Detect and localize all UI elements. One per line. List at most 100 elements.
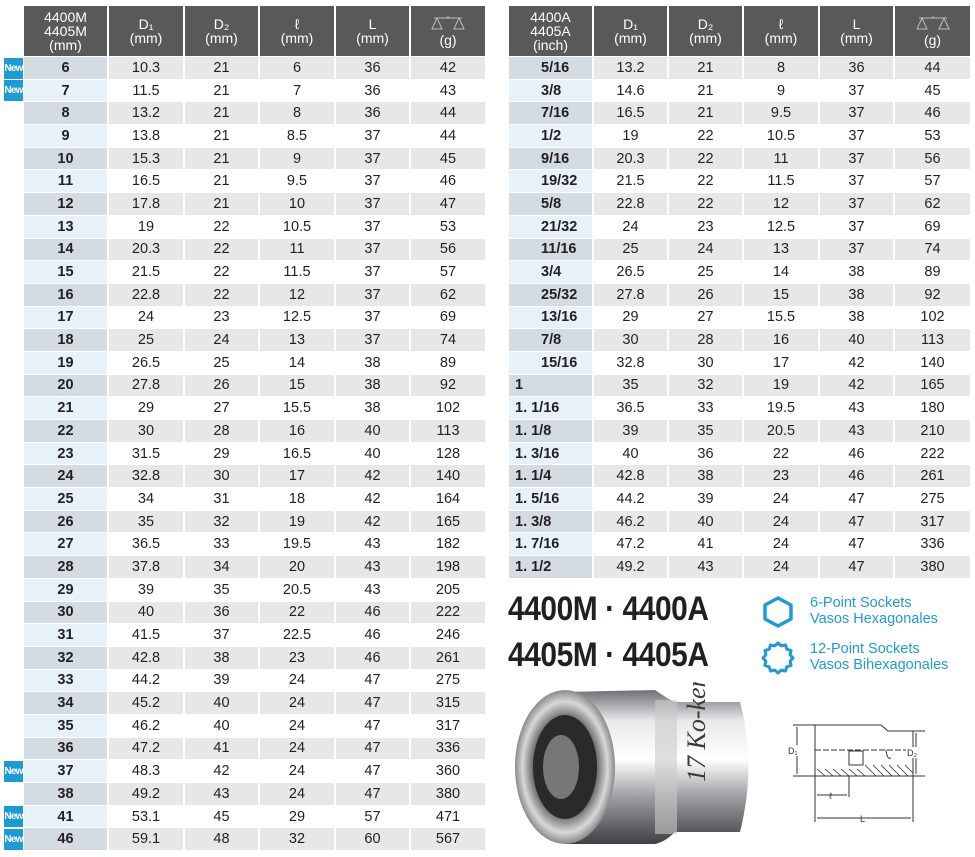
cell-length: 46: [336, 601, 409, 624]
cell-size: 34: [24, 692, 107, 714]
cell-d2: 37: [185, 624, 258, 646]
cell-d1: 30: [109, 420, 183, 442]
cell-d2: 35: [185, 578, 258, 601]
cell-d2: 21: [185, 57, 258, 79]
cell-weight: 92: [895, 283, 970, 306]
new-badge: New: [4, 760, 23, 782]
cell-l: 18: [260, 488, 334, 510]
column-header-size: 4400M 4405M (mm): [24, 6, 107, 56]
column-header-weight: (g): [895, 6, 970, 56]
table-header-row: 4400M 4405M (mm) D₁ (mm) D₂ (mm) ℓ (mm) L (m…: [24, 6, 485, 56]
table-row: 28 37.8 34 20 43 198: [24, 556, 485, 578]
cell-length: 46: [336, 624, 409, 646]
cell-length: 37: [336, 283, 409, 306]
table-row: 5/8 22.8 22 12 37 62: [509, 193, 970, 215]
new-badge: New: [4, 828, 23, 850]
balance-scale-icon: [431, 16, 465, 30]
column-header-l: ℓ (mm): [744, 6, 818, 56]
cell-weight: 380: [895, 556, 970, 578]
cell-weight: 45: [895, 79, 970, 102]
table-row: 19/32 21.5 22 11.5 37 57: [509, 170, 970, 193]
table-row: 26 35 32 19 42 165: [24, 510, 485, 533]
table-row: 36 47.2 41 24 47 336: [24, 737, 485, 760]
cell-l: 11: [260, 238, 334, 261]
diagram-label-d2: D₂: [907, 748, 917, 758]
cell-length: 37: [820, 193, 893, 215]
table-row: 35 46.2 40 24 47 317: [24, 714, 485, 737]
cell-d2: 22: [185, 261, 258, 283]
column-header-d1: D₁ (mm): [594, 6, 667, 56]
socket-product-image: 17 Ko-ken: [515, 682, 749, 844]
cell-size: 28: [24, 556, 107, 578]
cell-size: 1/2: [509, 125, 592, 147]
cell-size: 13/16: [509, 306, 592, 329]
cell-d1: 45.2: [109, 692, 183, 714]
cell-length: 47: [336, 783, 409, 805]
table-row: 21 29 27 15.5 38 102: [24, 397, 485, 419]
cell-d2: 32: [185, 510, 258, 533]
cell-d1: 36.5: [109, 533, 183, 556]
cell-l: 16: [260, 420, 334, 442]
cell-weight: 74: [411, 329, 485, 351]
cell-d1: 27.8: [594, 283, 667, 306]
cell-size: 1. 1/2: [509, 556, 592, 578]
cell-d2: 36: [669, 442, 742, 465]
table-row: 16 22.8 22 12 37 62: [24, 283, 485, 306]
cell-d1: 26.5: [594, 261, 667, 283]
cell-d1: 31.5: [109, 442, 183, 465]
cell-d1: 16.5: [109, 170, 183, 193]
table-row: 29 39 35 20.5 43 205: [24, 578, 485, 601]
cell-weight: 44: [411, 125, 485, 147]
cell-weight: 222: [411, 601, 485, 624]
column-header-label: (g): [439, 32, 457, 48]
cell-length: 47: [820, 510, 893, 533]
cell-l: 24: [744, 510, 818, 533]
cell-size: 20: [24, 374, 107, 397]
bihexagon-12-point-icon: [761, 641, 795, 675]
cell-length: 37: [336, 125, 409, 147]
cell-weight: 53: [895, 125, 970, 147]
table-row: 1. 5/16 44.2 39 24 47 275: [509, 488, 970, 510]
cell-d1: 24: [109, 306, 183, 329]
cell-l: 8: [260, 102, 334, 125]
cell-l: 19: [260, 510, 334, 533]
cell-d2: 21: [185, 102, 258, 125]
cell-size: 10: [24, 147, 107, 170]
cell-l: 11.5: [260, 261, 334, 283]
cell-d1: 29: [594, 306, 667, 329]
cell-length: 38: [820, 261, 893, 283]
cell-d2: 40: [669, 510, 742, 533]
cell-d1: 42.8: [594, 465, 667, 488]
cell-size: 1. 3/16: [509, 442, 592, 465]
cell-length: 37: [820, 147, 893, 170]
table-row: 7 11.5 21 7 36 43: [24, 79, 485, 102]
cell-size: 19/32: [509, 170, 592, 193]
cell-length: 42: [336, 465, 409, 488]
cell-length: 38: [820, 306, 893, 329]
cell-size: 1. 7/16: [509, 533, 592, 556]
cell-size: 46: [24, 828, 107, 851]
table-row: 30 40 36 22 46 222: [24, 601, 485, 624]
cell-length: 43: [336, 533, 409, 556]
cell-l: 8: [744, 57, 818, 79]
cell-size: 41: [24, 805, 107, 828]
table-row: 1/2 19 22 10.5 37 53: [509, 125, 970, 147]
cell-d1: 37.8: [109, 556, 183, 578]
cell-weight: 567: [411, 828, 485, 851]
cell-d2: 24: [669, 238, 742, 261]
table-row: 41 53.1 45 29 57 471: [24, 805, 485, 828]
inch-size-table: 4400A 4405A (inch) D₁ (mm) D₂ (mm) ℓ (mm) L …: [507, 5, 972, 579]
cell-length: 36: [336, 57, 409, 79]
cell-length: 46: [336, 646, 409, 669]
cell-d1: 11.5: [109, 79, 183, 102]
cell-weight: 164: [411, 488, 485, 510]
cell-d2: 21: [669, 57, 742, 79]
cell-size: 15/16: [509, 351, 592, 374]
cell-size: 9: [24, 125, 107, 147]
cell-length: 38: [820, 283, 893, 306]
cell-length: 37: [336, 329, 409, 351]
table-row: 46 59.1 48 32 60 567: [24, 828, 485, 851]
balance-scale-icon: [915, 16, 950, 30]
cell-weight: 205: [411, 578, 485, 601]
cell-d2: 33: [669, 397, 742, 419]
